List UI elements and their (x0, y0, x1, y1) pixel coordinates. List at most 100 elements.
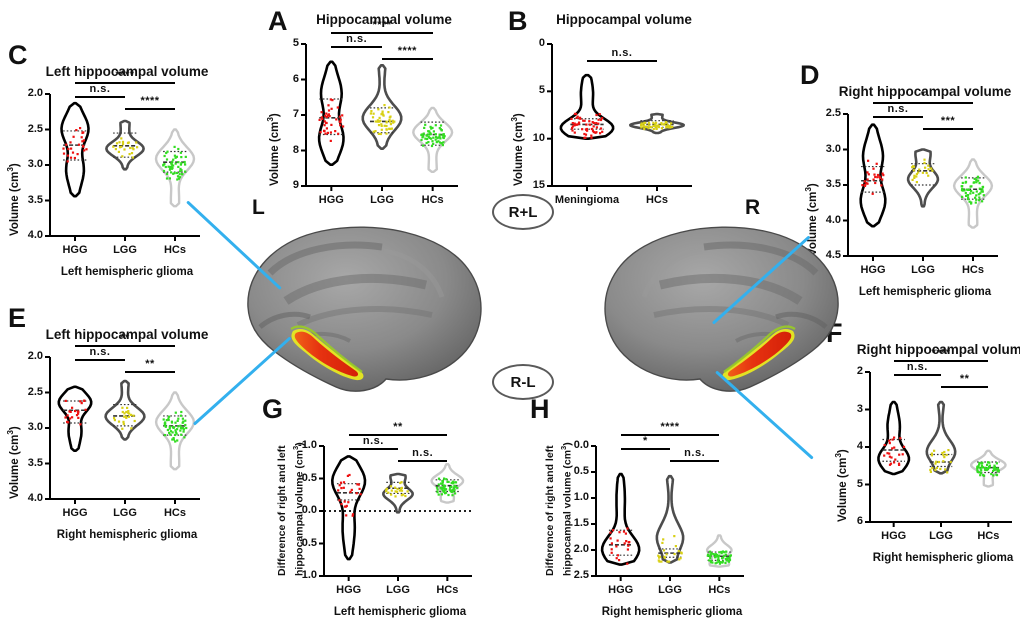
violin-hgg (57, 385, 93, 452)
data-point (583, 119, 586, 122)
data-point (83, 149, 86, 152)
data-point (442, 486, 445, 489)
data-point (385, 124, 388, 128)
data-point (167, 165, 170, 168)
data-point (921, 171, 924, 174)
data-point (590, 136, 593, 139)
data-point (123, 148, 126, 151)
data-point (666, 560, 669, 563)
panel-letter-a: A (268, 6, 288, 36)
data-point (436, 488, 439, 491)
data-point (450, 485, 453, 488)
data-point (584, 133, 588, 136)
data-point (931, 467, 934, 470)
data-point (615, 557, 618, 560)
data-point (320, 116, 323, 119)
data-point (665, 553, 668, 556)
data-point (323, 124, 326, 127)
data-point (881, 172, 884, 175)
data-point (968, 188, 971, 191)
data-point (71, 151, 75, 154)
data-point (424, 137, 427, 140)
data-point (995, 462, 998, 465)
data-point (122, 422, 125, 426)
data-point (339, 118, 342, 121)
data-point (385, 132, 388, 135)
data-point (440, 493, 443, 496)
plot-area-c (45, 93, 200, 241)
data-point (125, 410, 128, 414)
data-point (451, 494, 454, 497)
data-point (918, 168, 921, 171)
data-point (387, 111, 390, 114)
y-tick-label-e-3: 2.5 (27, 385, 43, 398)
data-point (443, 492, 447, 495)
data-point (399, 487, 402, 491)
data-point (671, 125, 674, 128)
y-tick-label-c-4: 2.0 (27, 87, 43, 99)
data-point (623, 542, 626, 545)
data-point (162, 169, 166, 173)
data-point (163, 154, 166, 158)
data-point (324, 121, 328, 124)
data-point (652, 124, 655, 127)
data-point (897, 462, 901, 465)
y-tick-label-c-3: 2.5 (27, 122, 43, 135)
data-point (179, 167, 182, 170)
data-point (128, 412, 131, 415)
data-point (114, 148, 117, 151)
data-point (644, 125, 647, 128)
data-point (670, 122, 673, 125)
data-point (718, 554, 721, 557)
data-point (435, 486, 439, 489)
data-point (341, 114, 344, 117)
data-point (77, 410, 80, 413)
data-point (947, 449, 950, 452)
data-point (371, 116, 375, 119)
data-point (171, 431, 174, 434)
data-point (172, 172, 175, 175)
data-point (378, 116, 381, 119)
data-point (173, 154, 176, 157)
panel-title-b: Hippocampal volume (556, 12, 692, 27)
data-point (609, 531, 612, 534)
data-point (388, 127, 391, 130)
x-tick-label-g-lgg: LGG (386, 584, 410, 596)
data-point (717, 555, 720, 558)
data-point (710, 552, 713, 555)
panel-title-a: Hippocampal volume (316, 12, 452, 27)
data-point (179, 429, 182, 432)
data-point (719, 561, 722, 564)
data-point (891, 447, 894, 450)
significance-label-h-2: n.s. (684, 447, 706, 459)
data-point (183, 161, 186, 164)
data-point (113, 419, 116, 422)
x-tick-label-g-hgg: HGG (336, 584, 362, 596)
data-point (327, 104, 330, 107)
data-point (582, 119, 585, 122)
data-point (430, 127, 433, 130)
data-point (396, 487, 399, 491)
data-point (177, 425, 180, 428)
x-tick-label-e-hcs: HCs (163, 507, 186, 519)
data-point (863, 180, 866, 183)
data-point (865, 181, 868, 185)
data-point (383, 124, 386, 127)
data-point (707, 553, 710, 556)
data-point (876, 173, 880, 177)
plot-area-d (843, 113, 998, 261)
data-point (616, 554, 620, 557)
x-axis-label-d: Left hemispheric glioma (858, 286, 992, 298)
data-point (334, 130, 337, 133)
y-axis-label-text: Difference of right and left (544, 445, 556, 576)
data-point (571, 122, 574, 125)
data-point (327, 109, 331, 112)
panel-f: F Right hippocampal volume Volume (cm3) 6 5 4… (826, 320, 1020, 580)
data-point (573, 122, 576, 125)
data-point (171, 160, 174, 163)
significance-label-f-1: n.s. (906, 361, 928, 373)
data-point (377, 132, 380, 135)
data-point (394, 495, 397, 498)
data-point (429, 125, 432, 128)
y-axis-label-text: Volume (cm (836, 457, 849, 522)
